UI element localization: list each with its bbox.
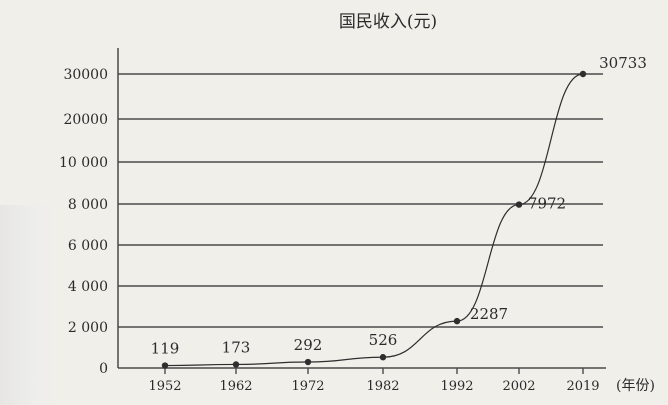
y-tick-label-30000: 30000 — [63, 67, 108, 83]
data-label-1982: 526 — [369, 331, 398, 349]
data-point-2019 — [579, 70, 587, 78]
series-line — [164, 73, 584, 367]
y-tick-label-10000: 10 000 — [59, 155, 108, 171]
x-tick-label-2019: 2019 — [566, 379, 599, 394]
y-tick-label-20000: 20000 — [63, 112, 108, 128]
data-point-1972 — [304, 358, 312, 366]
data-label-2002: 7972 — [528, 195, 566, 213]
data-point-2002 — [515, 201, 523, 208]
x-tick-label-1992: 1992 — [440, 379, 473, 394]
data-point-1992 — [453, 317, 461, 325]
y-tick-label-0: 0 — [99, 361, 108, 377]
data-label-1972: 292 — [294, 336, 323, 354]
data-point-1952 — [161, 362, 169, 369]
x-tick-label-1982: 1982 — [366, 379, 399, 394]
x-axis-title: (年份) — [616, 378, 655, 394]
x-tick-label-1972: 1972 — [291, 379, 324, 394]
y-tick-label-8000: 8 000 — [68, 197, 108, 213]
data-point-1962 — [232, 361, 240, 368]
data-label-2019: 30733 — [599, 54, 647, 72]
y-tick-label-4000: 4 000 — [68, 279, 108, 295]
chart-title: 国民收入(元) — [339, 12, 437, 32]
data-label-1992: 2287 — [470, 305, 508, 323]
x-tick-label-1952: 1952 — [148, 379, 181, 394]
data-point-1982 — [379, 354, 387, 361]
scan-shadow — [0, 205, 60, 405]
y-tick-label-2000: 2 000 — [68, 320, 108, 336]
x-tick-label-1962: 1962 — [219, 379, 252, 394]
x-tick-label-2002: 2002 — [502, 379, 535, 394]
data-label-1952: 119 — [151, 340, 180, 358]
data-label-1962: 173 — [222, 338, 251, 356]
y-tick-label-6000: 6 000 — [68, 238, 108, 254]
